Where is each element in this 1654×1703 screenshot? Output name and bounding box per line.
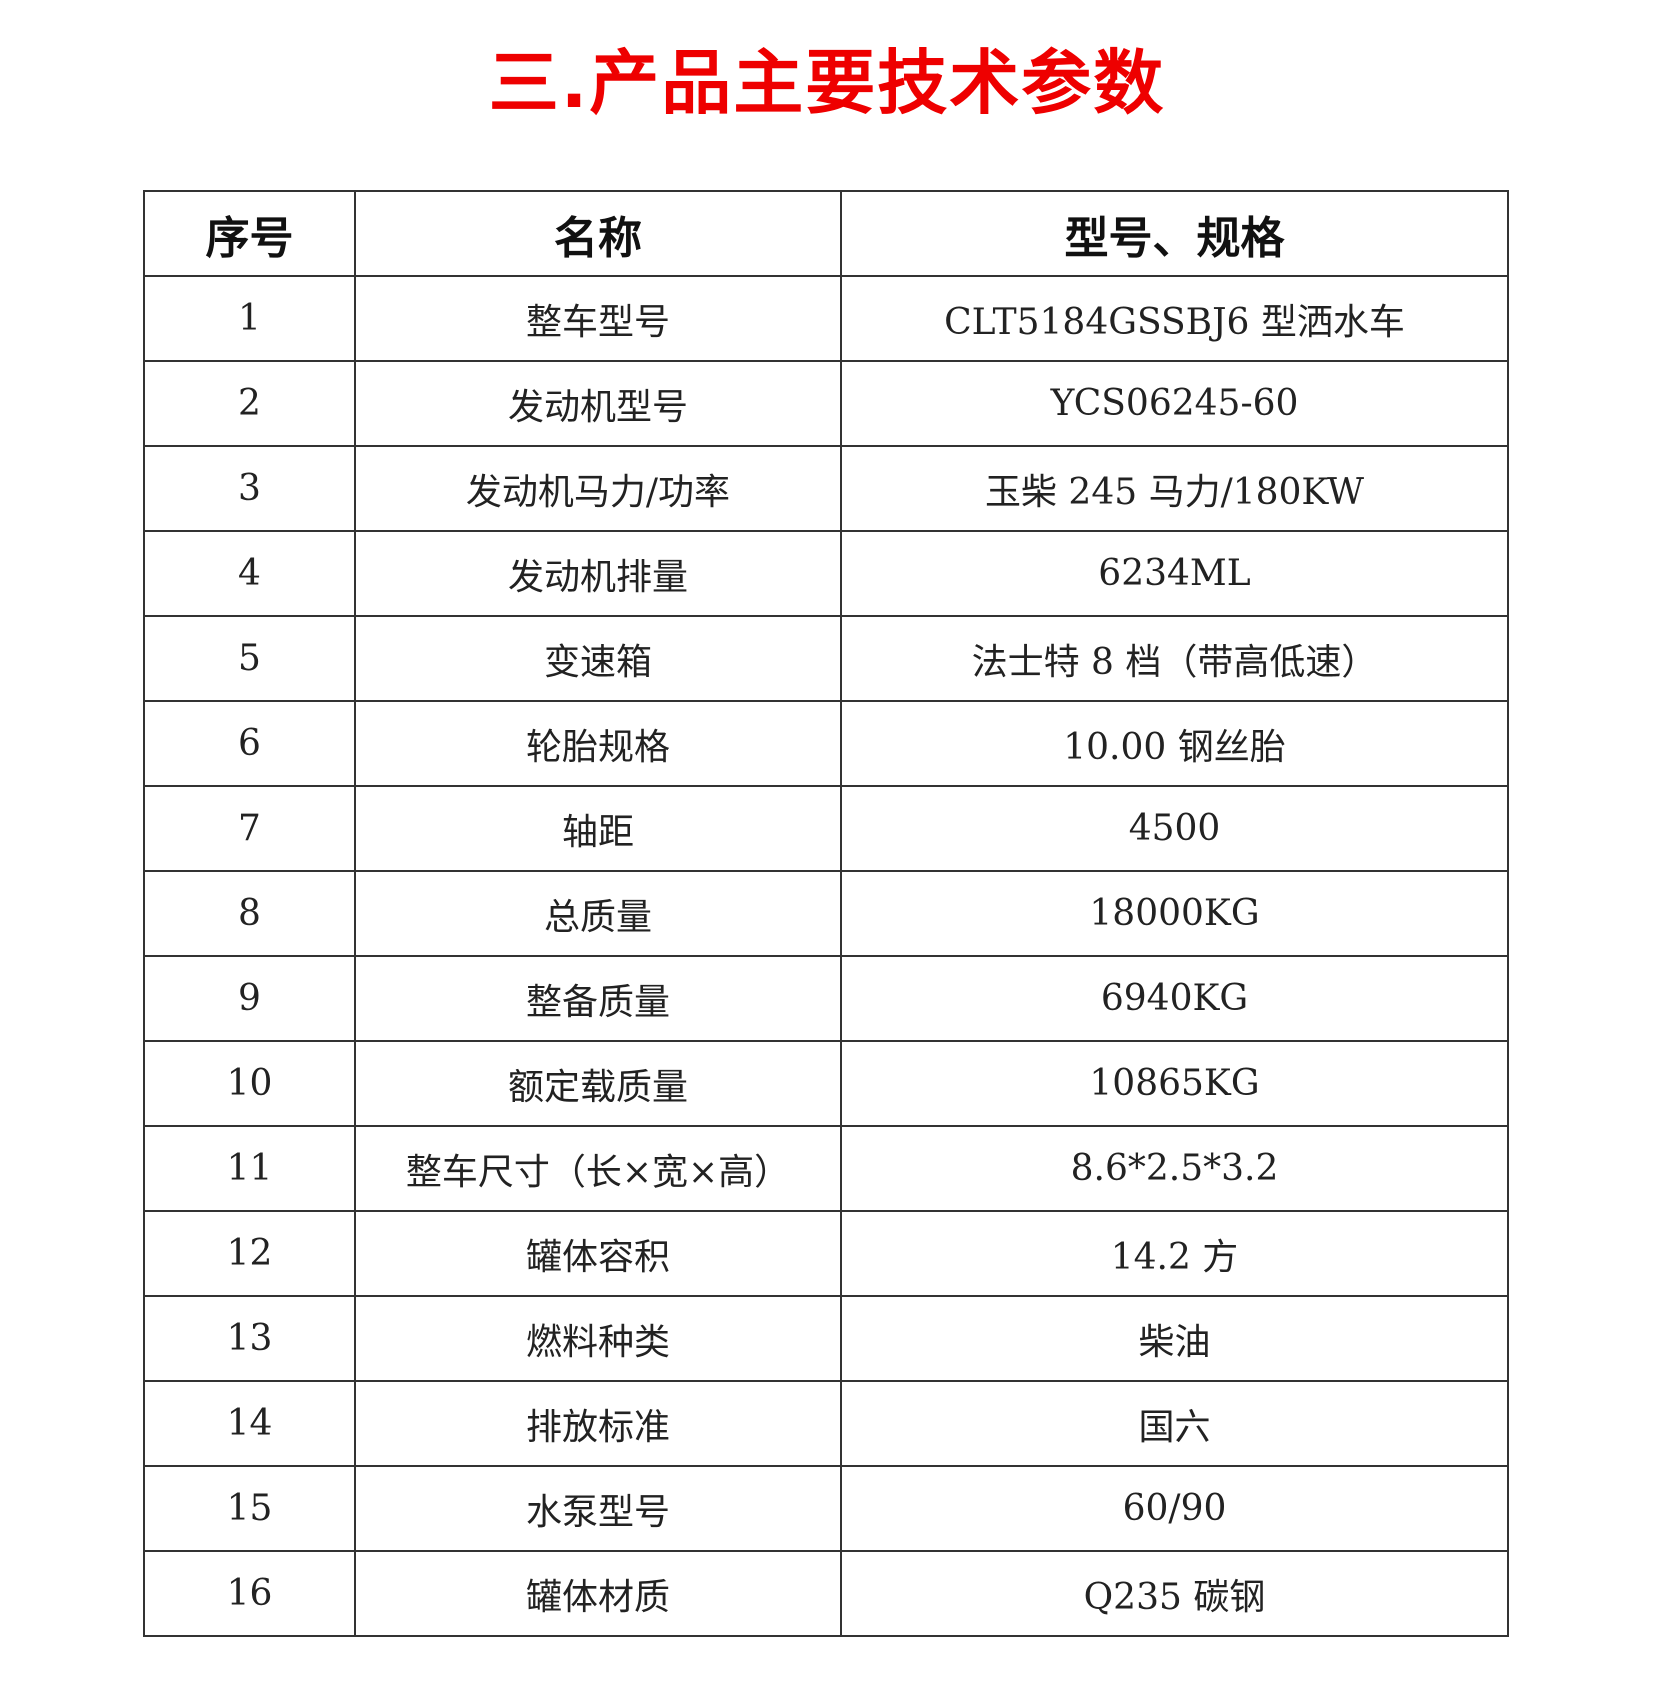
cell-index: 8 [143,870,356,957]
cell-index: 7 [143,785,356,872]
cell-spec: 10865KG [840,1040,1509,1127]
cell-spec: 6234ML [840,530,1509,617]
cell-spec: YCS06245-60 [840,360,1509,447]
table-row: 4 发动机排量 6234ML [143,530,1509,617]
cell-name: 额定载质量 [354,1040,842,1127]
cell-name: 变速箱 [354,615,842,702]
cell-name: 罐体容积 [354,1210,842,1297]
cell-name: 发动机型号 [354,360,842,447]
table-header-row: 序号 名称 型号、规格 [143,190,1509,277]
cell-name: 整车尺寸（长×宽×高） [354,1125,842,1212]
cell-spec: 8.6*2.5*3.2 [840,1125,1509,1212]
cell-index: 13 [143,1295,356,1382]
table-row: 1 整车型号 CLT5184GSSBJ6 型洒水车 [143,275,1509,362]
cell-spec: 6940KG [840,955,1509,1042]
cell-name: 轴距 [354,785,842,872]
table-row: 6 轮胎规格 10.00 钢丝胎 [143,700,1509,787]
cell-name: 水泵型号 [354,1465,842,1552]
cell-name: 总质量 [354,870,842,957]
cell-name: 整车型号 [354,275,842,362]
cell-index: 14 [143,1380,356,1467]
table-row: 3 发动机马力/功率 玉柴 245 马力/180KW [143,445,1509,532]
cell-index: 4 [143,530,356,617]
table-row: 12 罐体容积 14.2 方 [143,1210,1509,1297]
table-row: 2 发动机型号 YCS06245-60 [143,360,1509,447]
cell-spec: CLT5184GSSBJ6 型洒水车 [840,275,1509,362]
cell-index: 2 [143,360,356,447]
cell-index: 15 [143,1465,356,1552]
cell-spec: 柴油 [840,1295,1509,1382]
cell-name: 罐体材质 [354,1550,842,1637]
cell-spec: 10.00 钢丝胎 [840,700,1509,787]
cell-index: 9 [143,955,356,1042]
cell-spec: Q235 碳钢 [840,1550,1509,1637]
cell-index: 6 [143,700,356,787]
spec-table: 序号 名称 型号、规格 1 整车型号 CLT5184GSSBJ6 型洒水车 2 发动机型… [143,190,1509,1637]
cell-spec: 玉柴 245 马力/180KW [840,445,1509,532]
cell-index: 11 [143,1125,356,1212]
table-row: 10 额定载质量 10865KG [143,1040,1509,1127]
cell-index: 5 [143,615,356,702]
table-row: 13 燃料种类 柴油 [143,1295,1509,1382]
header-name: 名称 [354,190,842,277]
table-row: 8 总质量 18000KG [143,870,1509,957]
cell-name: 发动机排量 [354,530,842,617]
cell-name: 发动机马力/功率 [354,445,842,532]
cell-spec: 4500 [840,785,1509,872]
cell-name: 燃料种类 [354,1295,842,1382]
table-row: 16 罐体材质 Q235 碳钢 [143,1550,1509,1637]
cell-index: 3 [143,445,356,532]
cell-index: 16 [143,1550,356,1637]
cell-name: 轮胎规格 [354,700,842,787]
page-title: 三.产品主要技术参数 [488,42,1166,124]
table-row: 11 整车尺寸（长×宽×高） 8.6*2.5*3.2 [143,1125,1509,1212]
header-spec: 型号、规格 [840,190,1509,277]
cell-index: 1 [143,275,356,362]
cell-spec: 法士特 8 档（带高低速） [840,615,1509,702]
cell-spec: 14.2 方 [840,1210,1509,1297]
table-row: 15 水泵型号 60/90 [143,1465,1509,1552]
table-row: 14 排放标准 国六 [143,1380,1509,1467]
table-row: 9 整备质量 6940KG [143,955,1509,1042]
cell-spec: 国六 [840,1380,1509,1467]
cell-name: 排放标准 [354,1380,842,1467]
cell-index: 12 [143,1210,356,1297]
table-row: 7 轴距 4500 [143,785,1509,872]
cell-spec: 60/90 [840,1465,1509,1552]
cell-name: 整备质量 [354,955,842,1042]
table-row: 5 变速箱 法士特 8 档（带高低速） [143,615,1509,702]
cell-index: 10 [143,1040,356,1127]
header-index: 序号 [143,190,356,277]
cell-spec: 18000KG [840,870,1509,957]
